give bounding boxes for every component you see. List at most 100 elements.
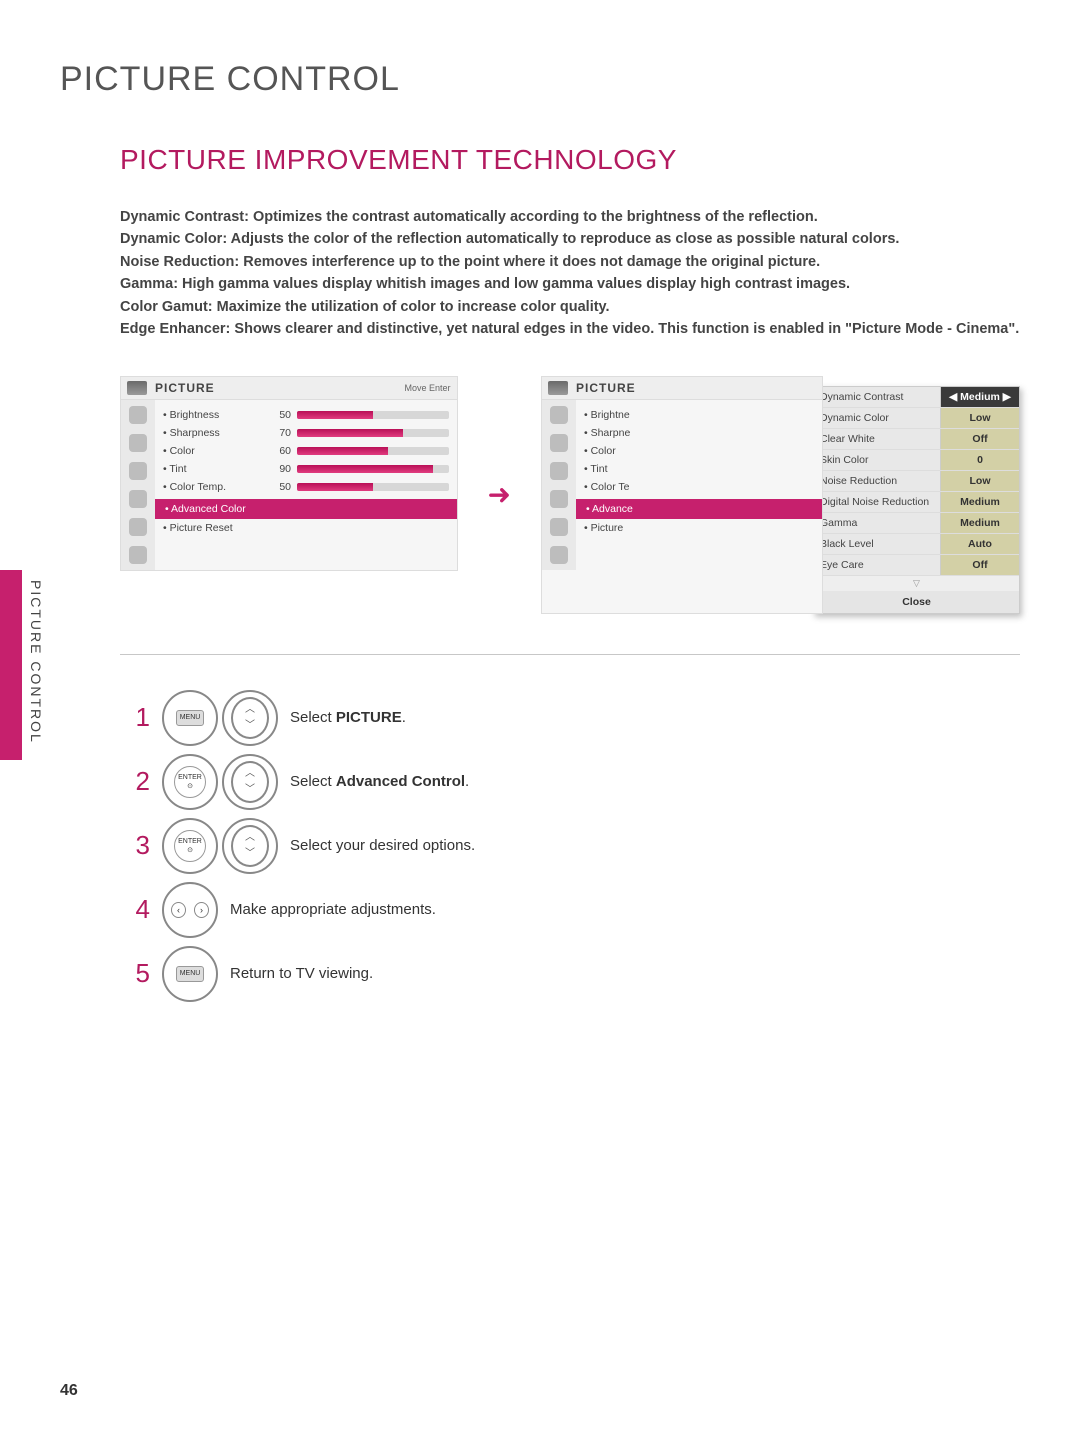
chevron-left-icon: ‹ — [171, 902, 186, 918]
osd-left: PICTURE Move Enter Brightness 50 — [120, 376, 458, 571]
osd-right: PICTURE Brightne — [541, 376, 823, 614]
steps-list: 1 MENU︿﹀ Select PICTURE. 2 ENTER⊙︿﹀ Sele… — [130, 690, 1020, 1002]
osd-slider-row[interactable]: Tint 90 — [163, 460, 449, 478]
osd-row[interactable]: Tint — [584, 460, 814, 478]
popup-row-value[interactable]: ◀ Medium ▶ — [940, 387, 1019, 407]
osd-row-label: Color — [584, 445, 684, 457]
popup-row[interactable]: Dynamic Color Low — [814, 408, 1019, 429]
remote-menu-button[interactable]: MENU — [162, 946, 218, 1002]
popup-row-value[interactable]: Off — [940, 555, 1019, 575]
popup-row-name: Dynamic Color — [814, 408, 940, 428]
figure-row: PICTURE Move Enter Brightness 50 — [120, 376, 1020, 614]
osd-slider-row[interactable]: Brightness 50 — [163, 406, 449, 424]
popup-row[interactable]: Dynamic Contrast ◀ Medium ▶ — [814, 387, 1019, 408]
osd-advanced-row[interactable]: Advanced Color — [155, 499, 457, 519]
osd-slider-track[interactable] — [297, 447, 449, 455]
popup-row-name: Eye Care — [814, 555, 940, 575]
popup-row[interactable]: Noise Reduction Low — [814, 471, 1019, 492]
remote-updown-button[interactable]: ︿﹀ — [222, 754, 278, 810]
chevron-down-icon: ﹀ — [245, 721, 255, 731]
osd-slider-track[interactable] — [297, 483, 449, 491]
osd-row-label: Brightne — [584, 409, 684, 421]
section-title: PICTURE IMPROVEMENT TECHNOLOGY — [120, 144, 1020, 176]
osd-slider-value: 70 — [269, 427, 291, 439]
page-number: 46 — [60, 1382, 78, 1400]
osd-row[interactable]: Brightne — [584, 406, 814, 424]
remote-enter-button[interactable]: ENTER⊙ — [162, 754, 218, 810]
popup-row[interactable]: Eye Care Off — [814, 555, 1019, 576]
osd-slider-label: Color Temp. — [163, 481, 263, 493]
osd-icon — [550, 434, 568, 452]
osd-row[interactable]: Sharpne — [584, 424, 814, 442]
osd-slider-value: 60 — [269, 445, 291, 457]
popup-row-name: Dynamic Contrast — [814, 387, 940, 407]
osd-icon — [129, 546, 147, 564]
osd-icon — [550, 462, 568, 480]
osd-left-rows: Brightness 50 Sharpness 70 Color 60 Tint… — [155, 400, 457, 570]
remote-enter-button[interactable]: ENTER⊙ — [162, 818, 218, 874]
separator — [120, 654, 1020, 655]
osd-slider-row[interactable]: Sharpness 70 — [163, 424, 449, 442]
page-title: PICTURE CONTROL — [60, 60, 1020, 99]
popup-row[interactable]: Gamma Medium — [814, 513, 1019, 534]
osd-icon — [550, 490, 568, 508]
step-text: Make appropriate adjustments. — [230, 901, 436, 918]
osd-row[interactable]: Color — [584, 442, 814, 460]
remote-updown-button[interactable]: ︿﹀ — [222, 690, 278, 746]
osd-icon — [129, 462, 147, 480]
osd-row-label: Color Te — [584, 481, 684, 493]
osd-icon — [550, 546, 568, 564]
osd-slider-row[interactable]: Color Temp. 50 — [163, 478, 449, 496]
osd-right-icon-strip — [542, 400, 576, 570]
popup-row-name: Clear White — [814, 429, 940, 449]
step-row: 1 MENU︿﹀ Select PICTURE. — [130, 690, 1020, 746]
popup-row-value[interactable]: Low — [940, 471, 1019, 491]
osd-row[interactable]: Color Te — [584, 478, 814, 496]
step-text: Select Advanced Control. — [290, 773, 469, 790]
popup-row-name: Gamma — [814, 513, 940, 533]
osd-slider-label: Color — [163, 445, 263, 457]
popup-row-value[interactable]: 0 — [940, 450, 1019, 470]
osd-icon — [550, 406, 568, 424]
remote-updown-button[interactable]: ︿﹀ — [222, 818, 278, 874]
popup-row-value[interactable]: Medium — [940, 492, 1019, 512]
osd-slider-track[interactable] — [297, 411, 449, 419]
popup-row-value[interactable]: Auto — [940, 534, 1019, 554]
popup-row[interactable]: Clear White Off — [814, 429, 1019, 450]
step-row: 5 MENU Return to TV viewing. — [130, 946, 1020, 1002]
step-number: 2 — [130, 766, 150, 797]
osd-slider-track[interactable] — [297, 429, 449, 437]
osd-slider-value: 90 — [269, 463, 291, 475]
step-number: 1 — [130, 702, 150, 733]
arrow-right-icon: ➜ — [488, 478, 511, 511]
popup-row[interactable]: Skin Color 0 — [814, 450, 1019, 471]
osd-left-hint: Move Enter — [405, 383, 451, 393]
osd-slider-row[interactable]: Color 60 — [163, 442, 449, 460]
popup-row[interactable]: Digital Noise Reduction Medium — [814, 492, 1019, 513]
osd-right-icon — [548, 381, 568, 395]
osd-slider-track[interactable] — [297, 465, 449, 473]
popup-row-value[interactable]: Off — [940, 429, 1019, 449]
remote-leftright-button[interactable]: ‹› — [162, 882, 218, 938]
osd-icon — [129, 490, 147, 508]
side-tab — [0, 570, 22, 760]
osd-reset-row[interactable]: Picture — [584, 519, 814, 537]
popup-row-value[interactable]: Medium — [940, 513, 1019, 533]
popup-close-button[interactable]: Close — [814, 591, 1019, 613]
osd-left-icon-strip — [121, 400, 155, 570]
osd-slider-value: 50 — [269, 409, 291, 421]
step-text: Return to TV viewing. — [230, 965, 373, 982]
popup-row-value[interactable]: Low — [940, 408, 1019, 428]
remote-menu-button[interactable]: MENU — [162, 690, 218, 746]
step-number: 5 — [130, 958, 150, 989]
step-text: Select PICTURE. — [290, 709, 406, 726]
popup-row[interactable]: Black Level Auto — [814, 534, 1019, 555]
osd-advanced-row[interactable]: Advance — [576, 499, 822, 519]
osd-reset-row[interactable]: Picture Reset — [163, 519, 449, 537]
step-row: 2 ENTER⊙︿﹀ Select Advanced Control. — [130, 754, 1020, 810]
step-number: 3 — [130, 830, 150, 861]
chevron-up-icon: ︿ — [245, 833, 255, 843]
osd-row-label: Tint — [584, 463, 684, 475]
osd-icon — [550, 518, 568, 536]
osd-slider-label: Sharpness — [163, 427, 263, 439]
